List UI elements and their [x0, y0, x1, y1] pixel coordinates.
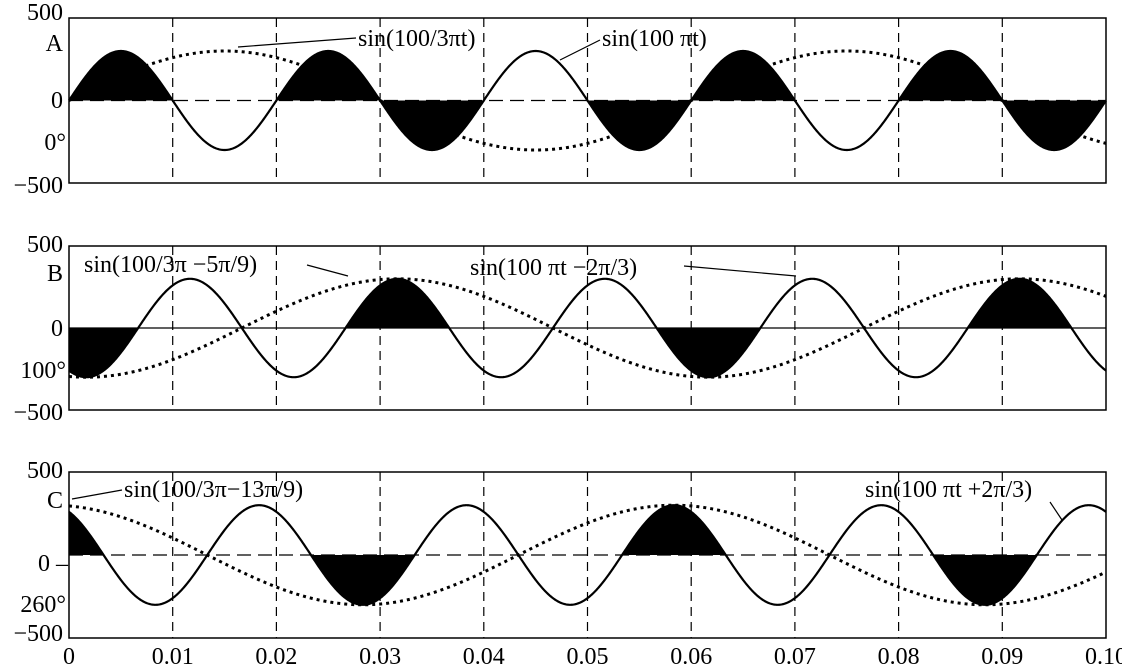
panel-a-ytick-bottom: −500	[13, 173, 63, 199]
panel-b-curves	[68, 277, 1107, 379]
panel-b: 500 B 0 100° −500 sin(100/3π −5π/9) sin(…	[13, 232, 1107, 426]
panel-c-frame	[68, 471, 1107, 639]
x-tick-label: 0.03	[359, 644, 401, 667]
panel-b-ytick-top: 500	[27, 232, 63, 258]
panel-a: 500 A 0 0° −500 sin(100/3πt) sin(100 πt)	[13, 0, 1107, 199]
x-tick-label: 0.05	[567, 644, 609, 667]
panel-b-filled-lobe	[346, 278, 450, 328]
panel-c-fast-series-label: sin(100 πt +2π/3)	[865, 477, 1032, 503]
panel-c-filled-lobe	[311, 555, 415, 605]
panel-c-filled-lobe	[622, 505, 727, 555]
panel-c-phase-label: 260°	[20, 592, 66, 618]
panel-c-zero-label: 0 –	[38, 551, 69, 577]
panel-b-phase-label: 100°	[20, 358, 66, 384]
panel-a-fast-series-label: sin(100 πt)	[602, 26, 707, 52]
panel-a-phase-label: 0°	[44, 130, 66, 156]
panel-c-ytick-top: 500	[27, 458, 63, 484]
panel-c: 500 C 0 – 260° −500 sin(100/3π−13π/9) si…	[13, 458, 1107, 647]
x-tick-label: 0.08	[878, 644, 920, 667]
panel-b-fast-leader	[683, 265, 797, 277]
panel-b-fast-series-label: sin(100 πt −2π/3)	[470, 255, 637, 281]
panel-b-fast-wave-line	[68, 277, 1107, 379]
panel-a-label: A	[46, 31, 64, 57]
panel-c-ytick-bottom: −500	[13, 621, 63, 647]
panel-c-slow-wave-line	[68, 503, 1107, 607]
panel-a-fast-wave-line	[68, 49, 1107, 152]
panel-a-ytick-top: 500	[27, 0, 63, 26]
panel-c-slow-series-label: sin(100/3π−13π/9)	[124, 477, 303, 503]
x-tick-label: 0.10	[1085, 644, 1122, 667]
x-tick-label: 0.06	[670, 644, 712, 667]
panel-b-label: B	[47, 261, 63, 287]
x-axis-tick-labels: 0 0.01 0.02 0.03 0.04 0.05 0.06 0.07 0.08 0.09 0.1…	[63, 644, 1122, 667]
panel-b-ytick-bottom: −500	[13, 400, 63, 426]
panel-b-slow-series-label: sin(100/3π −5π/9)	[84, 252, 257, 278]
panel-c-label: C	[47, 488, 63, 514]
panel-b-filled-lobe	[657, 328, 761, 378]
panel-a-slow-leader	[237, 37, 357, 48]
panel-a-slow-series-label: sin(100/3πt)	[358, 26, 475, 52]
panel-c-curves	[68, 503, 1107, 607]
panel-b-frame	[68, 245, 1107, 411]
panel-a-ytick-zero: 0	[51, 88, 63, 114]
panel-a-curves	[68, 49, 1107, 152]
panel-c-slow-leader	[71, 489, 123, 500]
x-tick-label: 0.02	[255, 644, 297, 667]
panel-a-fast-leader	[559, 39, 601, 61]
panel-c-fast-leader	[1049, 501, 1063, 521]
panel-c-filled-lobe	[933, 555, 1038, 605]
x-tick-label: 0.09	[981, 644, 1023, 667]
panel-a-frame	[68, 17, 1107, 184]
panel-c-fast-wave-line	[68, 504, 1107, 606]
panel-b-filled-regions	[69, 278, 1072, 378]
x-tick-label: 0.04	[463, 644, 505, 667]
panel-b-slow-leader	[306, 264, 349, 277]
x-tick-label: 0	[63, 644, 75, 667]
panel-b-ytick-zero: 0	[51, 316, 63, 342]
x-tick-label: 0.01	[152, 644, 194, 667]
panel-b-filled-lobe	[968, 278, 1072, 328]
panel-a-slow-wave-line	[68, 49, 1107, 152]
x-tick-label: 0.07	[774, 644, 816, 667]
panel-b-filled-lobe	[69, 328, 139, 378]
